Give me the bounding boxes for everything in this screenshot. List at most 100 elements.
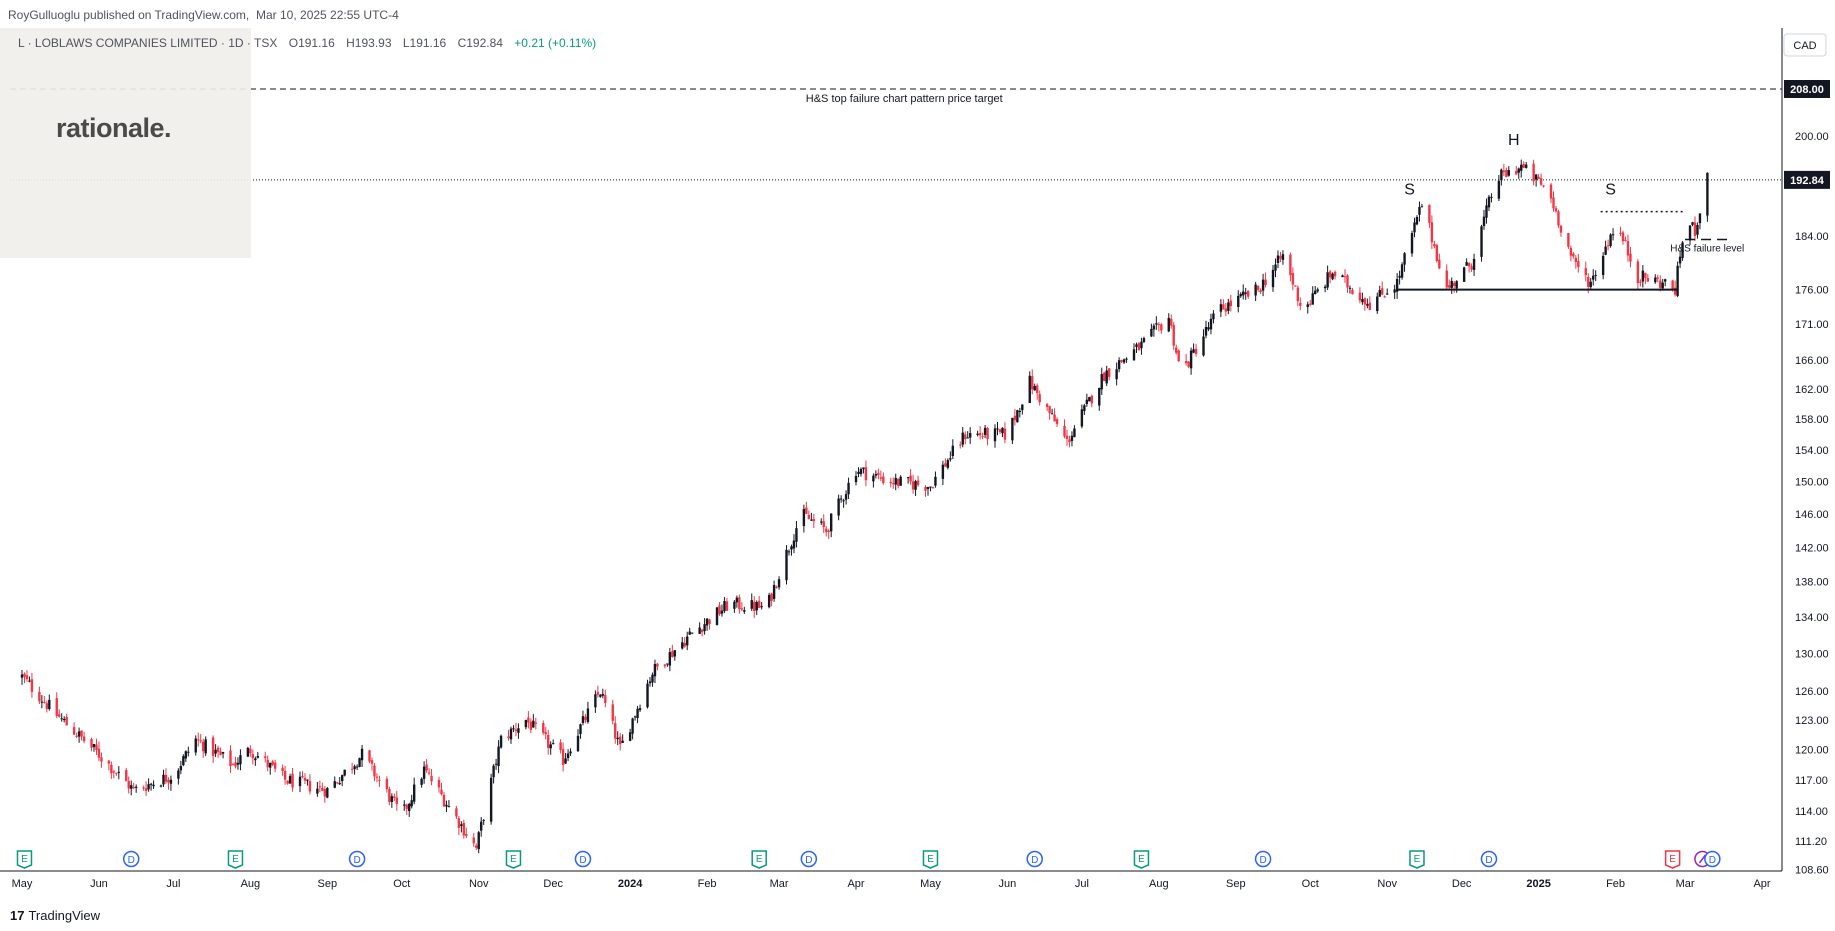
candle-body <box>1309 303 1312 305</box>
candle-body <box>547 734 550 748</box>
dividend-icon[interactable] <box>574 850 592 868</box>
candle-body <box>1368 302 1372 310</box>
earnings-icon[interactable] <box>751 850 767 869</box>
earnings-icon[interactable] <box>505 850 522 869</box>
candle-body <box>358 758 361 767</box>
ohlc-change: +0.21 (+0.11%) <box>514 36 597 50</box>
dividend-icon[interactable] <box>1480 850 1498 868</box>
candle-body <box>231 764 235 766</box>
candle-body <box>338 783 341 785</box>
candle-body <box>1577 260 1580 268</box>
dividend-icon[interactable] <box>1704 850 1721 868</box>
ohlc-open: O191.16 <box>288 36 335 50</box>
candle-body <box>1227 302 1230 311</box>
candle-body <box>430 775 433 782</box>
candle-body <box>1592 275 1595 280</box>
earnings-icon[interactable] <box>922 850 939 869</box>
candle-body <box>1073 428 1076 438</box>
candle-body <box>219 751 222 755</box>
candle-body <box>167 779 170 783</box>
candle-body <box>323 789 327 797</box>
candle-body <box>1207 327 1210 330</box>
candle-body <box>542 722 545 733</box>
candle-body <box>177 770 180 779</box>
earnings-icon[interactable] <box>1409 850 1425 869</box>
candle-body <box>1505 170 1508 178</box>
earnings-icon[interactable] <box>1664 850 1681 869</box>
candle-body <box>1385 293 1389 295</box>
candle-body <box>906 477 910 479</box>
candle-body <box>566 753 570 759</box>
candle-body <box>239 755 242 765</box>
candle-body <box>993 428 997 442</box>
candle-body <box>924 486 927 491</box>
dividend-icon[interactable] <box>122 850 140 868</box>
candle-body <box>1676 265 1679 296</box>
candle-body <box>1222 304 1225 310</box>
candle-body <box>1696 224 1699 235</box>
candle-body <box>636 708 639 718</box>
candle-body <box>475 845 478 848</box>
candle-body <box>340 775 344 782</box>
dividend-label: D <box>579 855 586 866</box>
earnings-icon[interactable] <box>227 850 244 869</box>
candle-body <box>1160 324 1163 331</box>
pattern-label: S <box>1404 182 1415 199</box>
candle-body <box>1038 394 1041 403</box>
candle-body <box>1639 281 1642 283</box>
y-tick-label: 138.00 <box>1795 577 1829 589</box>
candle-body <box>877 472 880 476</box>
candle-body <box>40 701 44 703</box>
candle-body <box>1641 270 1645 282</box>
earnings-icon[interactable] <box>16 850 33 869</box>
candle-body <box>941 464 945 479</box>
candle-body <box>976 433 979 436</box>
dividend-icon[interactable] <box>348 850 366 868</box>
candle-body <box>23 673 26 677</box>
dividend-icon[interactable] <box>800 850 818 868</box>
candle-body <box>482 819 485 821</box>
x-tick-label: Dec <box>1452 878 1472 890</box>
candle-body <box>1624 239 1627 241</box>
candle-body <box>631 718 634 734</box>
candle-body <box>723 601 726 612</box>
candle-body <box>892 483 895 485</box>
candle-body <box>1584 268 1587 276</box>
candle-body <box>92 743 96 748</box>
candle-body <box>703 624 706 632</box>
candle-body <box>507 736 510 739</box>
candle-body <box>236 762 240 765</box>
candle-body <box>1244 292 1247 294</box>
earnings-label: E <box>1414 854 1421 865</box>
candle-body <box>1654 277 1657 283</box>
candle-body <box>1279 255 1282 259</box>
y-tick-label: 126.00 <box>1795 686 1829 698</box>
candle-body <box>90 739 93 748</box>
candle-body <box>1299 302 1302 306</box>
candle-body <box>1438 259 1441 269</box>
currency-box[interactable] <box>1783 33 1827 57</box>
candle-body <box>812 519 816 522</box>
candle-body <box>1065 435 1069 440</box>
candle-body <box>169 779 173 784</box>
candle-body <box>130 785 133 789</box>
candle-body <box>1103 372 1106 382</box>
candle-body <box>1246 290 1250 297</box>
candle-body <box>807 514 811 519</box>
candle-body <box>934 476 937 486</box>
earnings-icon[interactable] <box>1133 850 1150 869</box>
candle-body <box>854 475 858 483</box>
candle-body <box>204 739 207 754</box>
y-tick-label: 200.00 <box>1795 131 1829 143</box>
candle-body <box>457 818 461 828</box>
candle-body <box>1137 343 1141 351</box>
ohlc-close: C192.84 <box>457 36 503 50</box>
candle-body <box>281 767 284 771</box>
candle-body <box>842 500 845 502</box>
dividend-icon[interactable] <box>1254 850 1272 868</box>
x-tick-label: Nov <box>469 878 489 890</box>
candle-body <box>164 774 168 782</box>
tradingview-logo[interactable]: 17 TradingView <box>10 908 100 923</box>
dividend-icon[interactable] <box>1026 850 1043 868</box>
